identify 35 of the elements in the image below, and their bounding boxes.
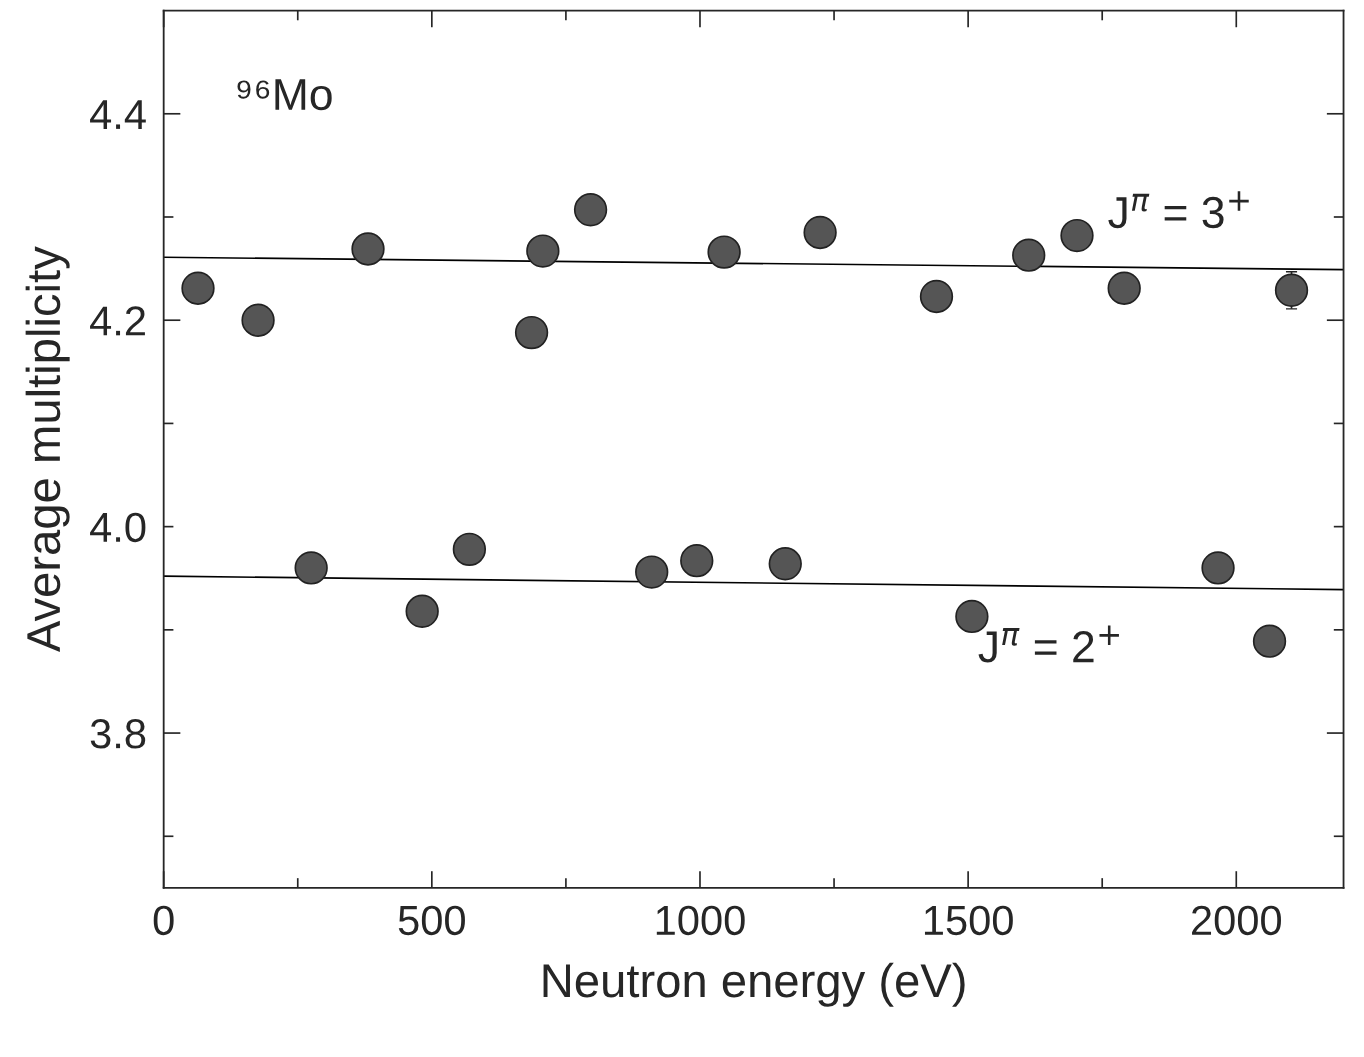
- y-tick-label: 4.2: [90, 306, 145, 336]
- point: [1201, 551, 1235, 585]
- point: [919, 279, 954, 314]
- point: [1252, 624, 1287, 658]
- annotation: J$^{π}$ = 3$^{+}$: [1108, 191, 1249, 229]
- point: [635, 555, 669, 589]
- point: [1060, 218, 1094, 253]
- point: [514, 315, 549, 350]
- point: [405, 594, 439, 628]
- x-axis-title: Neutron energy (eV): [543, 962, 965, 1007]
- point: [707, 235, 741, 269]
- point: [803, 215, 837, 250]
- x-tick-label: 0: [153, 905, 174, 936]
- annotation: ⁹⁶Mo: [237, 79, 332, 111]
- annotation: J$^{π}$ = 2$^{+}$: [978, 625, 1119, 663]
- y-axis-title: Average multiplicity: [25, 246, 70, 653]
- point: [181, 271, 215, 305]
- point: [452, 532, 487, 567]
- x-tick-label: 1500: [924, 905, 1013, 936]
- y-tick-label: 4.4: [90, 100, 146, 129]
- point: [241, 303, 275, 337]
- point: [768, 547, 802, 581]
- point: [1274, 273, 1309, 307]
- point: [526, 234, 560, 268]
- x-tick-label: 2000: [1192, 905, 1281, 936]
- x-tick-label: 1000: [656, 905, 745, 936]
- y-tick-label: 4.0: [90, 512, 146, 543]
- point: [680, 544, 714, 578]
- point: [1012, 238, 1046, 272]
- y-tick-label: 3.8: [90, 719, 146, 749]
- x-tick-label: 500: [398, 905, 465, 936]
- point: [573, 193, 608, 227]
- point: [351, 232, 385, 266]
- point: [1107, 271, 1141, 305]
- point: [294, 551, 328, 585]
